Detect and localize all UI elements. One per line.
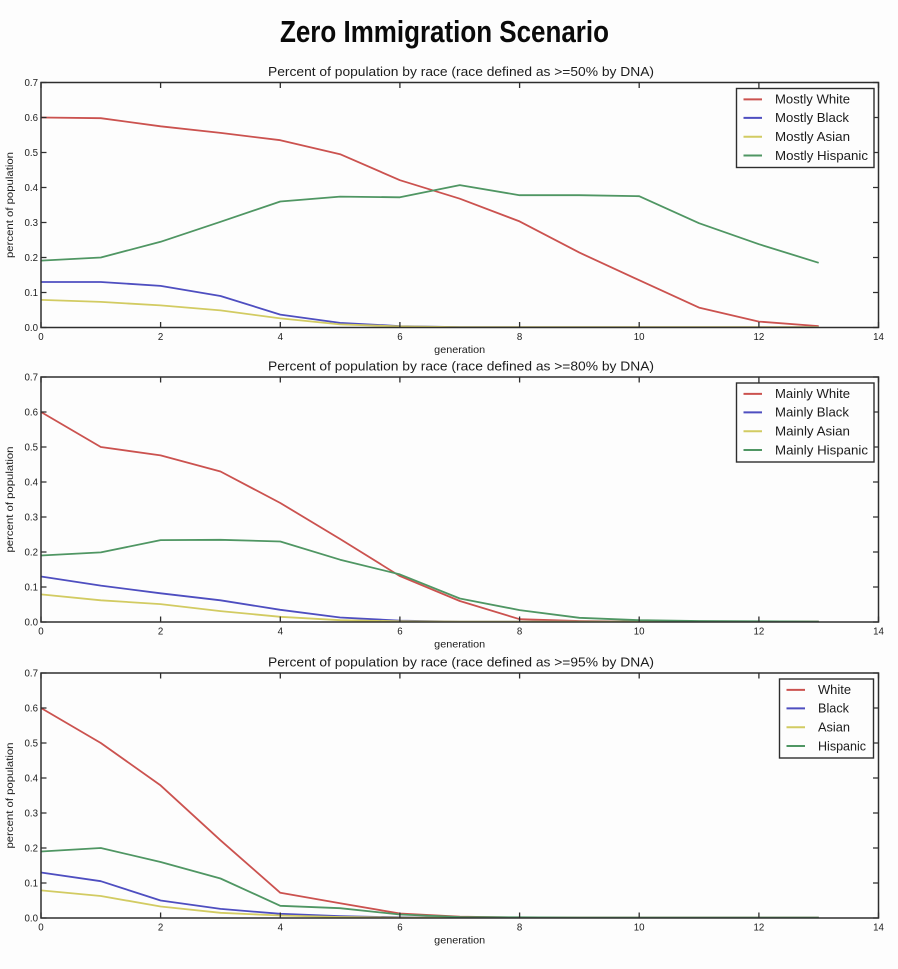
svg-text:14: 14 [873,627,884,638]
svg-text:12: 12 [754,332,765,343]
svg-text:Percent of population by race: Percent of population by race (race defi… [268,359,654,374]
svg-text:0.0: 0.0 [25,323,39,334]
svg-text:0.4: 0.4 [25,183,39,194]
svg-text:0.4: 0.4 [25,773,39,784]
svg-text:0: 0 [38,332,44,343]
svg-text:12: 12 [754,923,765,934]
svg-text:Mostly White: Mostly White [775,93,850,107]
svg-text:2: 2 [158,627,163,638]
svg-text:0.2: 0.2 [25,843,38,854]
svg-text:14: 14 [873,923,884,934]
svg-text:0.0: 0.0 [25,617,39,628]
svg-text:10: 10 [634,332,645,343]
svg-text:0.7: 0.7 [25,372,38,383]
svg-text:Mostly Hispanic: Mostly Hispanic [775,149,868,163]
svg-text:0.2: 0.2 [25,253,38,264]
svg-text:0.3: 0.3 [25,808,38,819]
svg-text:Mostly Asian: Mostly Asian [775,130,850,144]
svg-text:14: 14 [873,332,884,343]
svg-text:0.5: 0.5 [25,738,38,749]
svg-text:2: 2 [158,923,163,934]
svg-text:Black: Black [818,702,850,716]
svg-text:0.3: 0.3 [25,512,38,523]
svg-text:0.7: 0.7 [25,668,38,679]
svg-text:0.3: 0.3 [25,218,38,229]
svg-text:6: 6 [397,332,402,343]
svg-text:percent of population: percent of population [4,742,16,848]
svg-text:8: 8 [517,627,522,638]
svg-text:4: 4 [278,923,284,934]
svg-text:6: 6 [397,627,402,638]
svg-text:0.2: 0.2 [25,547,38,558]
svg-text:Mostly Black: Mostly Black [775,111,850,125]
svg-text:Mainly White: Mainly White [775,387,850,401]
svg-text:Percent of population by race: Percent of population by race (race defi… [268,64,654,79]
svg-text:generation: generation [434,935,485,947]
svg-text:0.1: 0.1 [25,582,38,593]
svg-text:0.5: 0.5 [25,442,38,453]
svg-text:8: 8 [517,923,522,934]
svg-text:4: 4 [278,627,284,638]
svg-text:4: 4 [278,332,284,343]
svg-text:0.0: 0.0 [25,913,39,924]
svg-text:0.6: 0.6 [25,703,38,714]
svg-text:2: 2 [158,332,163,343]
svg-text:0: 0 [38,923,44,934]
svg-text:0.6: 0.6 [25,407,38,418]
svg-text:0.7: 0.7 [25,78,38,89]
svg-text:0.6: 0.6 [25,113,38,124]
svg-text:6: 6 [397,923,402,934]
svg-text:Asian: Asian [818,721,850,735]
svg-text:generation: generation [434,344,485,356]
svg-text:Zero Immigration Scenario: Zero Immigration Scenario [280,14,609,49]
svg-text:10: 10 [634,923,645,934]
svg-text:Mainly Asian: Mainly Asian [775,425,850,439]
svg-text:0.5: 0.5 [25,148,38,159]
svg-text:8: 8 [517,332,522,343]
svg-text:Hispanic: Hispanic [818,739,866,753]
svg-text:percent of population: percent of population [4,446,16,552]
svg-text:Percent of population by race: Percent of population by race (race defi… [268,655,654,670]
svg-text:generation: generation [434,639,485,651]
svg-text:0: 0 [38,627,44,638]
svg-text:0.1: 0.1 [25,878,38,889]
svg-text:percent of population: percent of population [4,152,16,258]
svg-text:Mainly Hispanic: Mainly Hispanic [775,443,868,457]
svg-text:White: White [818,683,851,697]
svg-text:0.1: 0.1 [25,288,38,299]
svg-text:0.4: 0.4 [25,477,39,488]
svg-text:Mainly Black: Mainly Black [775,406,850,420]
svg-text:10: 10 [634,627,645,638]
svg-text:12: 12 [754,627,765,638]
